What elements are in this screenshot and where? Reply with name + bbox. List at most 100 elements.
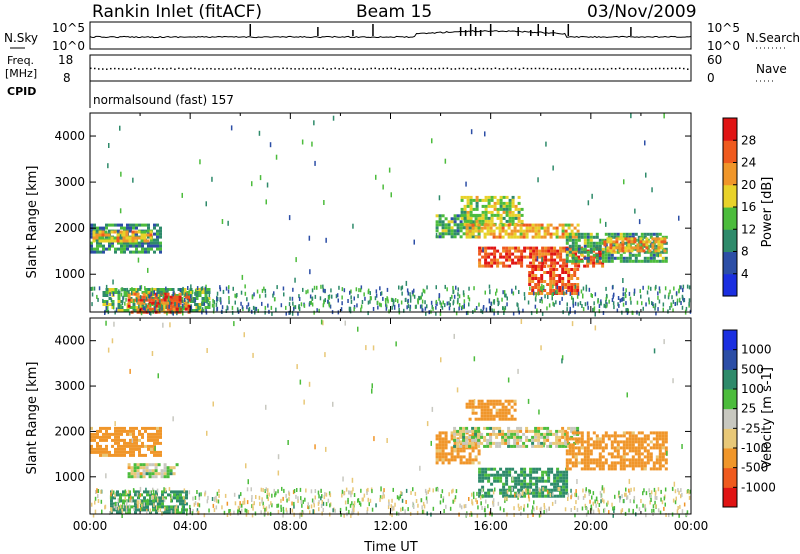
scatter-cell xyxy=(588,491,590,496)
data-cell xyxy=(528,438,532,442)
scatter-cell xyxy=(641,301,643,306)
scatter-cell xyxy=(259,175,262,181)
data-cell xyxy=(135,426,138,430)
data-cell xyxy=(126,432,129,436)
data-cell xyxy=(102,438,105,442)
data-cell xyxy=(102,226,105,230)
scatter-cell xyxy=(318,494,320,499)
data-cell xyxy=(636,249,640,253)
data-cell xyxy=(619,241,623,245)
data-cell xyxy=(122,239,126,243)
scatter-cell xyxy=(366,491,368,495)
data-cell xyxy=(163,475,167,479)
scatter-cell xyxy=(331,294,333,299)
data-cell xyxy=(441,229,445,233)
scatter-cell xyxy=(469,512,471,517)
data-cell xyxy=(657,246,661,250)
data-cell xyxy=(166,475,170,479)
scatter-cell xyxy=(188,289,190,294)
scatter-cell xyxy=(147,267,149,273)
data-cell xyxy=(144,453,147,457)
data-cell xyxy=(492,235,496,239)
data-cell xyxy=(98,233,102,237)
data-cell xyxy=(664,235,668,239)
scatter-cell xyxy=(658,286,661,291)
data-cell xyxy=(469,216,473,220)
data-cell xyxy=(166,307,170,311)
data-cell xyxy=(502,482,506,486)
data-cell xyxy=(513,432,517,436)
data-cell xyxy=(105,235,108,239)
data-cell xyxy=(613,455,617,459)
scatter-cell xyxy=(397,299,399,304)
scatter-cell xyxy=(291,508,294,513)
data-cell xyxy=(537,289,541,292)
data-cell xyxy=(562,491,566,495)
data-cell xyxy=(471,235,475,239)
scatter-cell xyxy=(138,304,140,309)
data-cell xyxy=(496,264,500,268)
data-cell xyxy=(155,499,158,503)
data-cell xyxy=(555,274,559,277)
scatter-cell xyxy=(650,286,652,291)
scatter-cell xyxy=(594,325,597,331)
data-cell xyxy=(504,417,508,421)
data-cell xyxy=(460,210,464,214)
data-cell xyxy=(486,426,490,430)
data-cell xyxy=(592,443,596,447)
data-cell xyxy=(144,250,147,254)
data-cell xyxy=(550,249,554,253)
power-plot-area xyxy=(90,113,692,317)
data-cell xyxy=(169,301,173,305)
data-cell xyxy=(475,198,479,202)
data-cell xyxy=(540,265,544,268)
data-cell xyxy=(166,301,170,305)
data-cell xyxy=(631,259,635,263)
data-cell xyxy=(513,429,517,433)
data-cell xyxy=(631,464,635,468)
scatter-cell xyxy=(145,296,148,301)
data-cell xyxy=(474,446,478,450)
data-cell xyxy=(441,431,445,435)
data-cell xyxy=(580,235,584,239)
data-cell xyxy=(441,437,445,441)
scatter-cell xyxy=(590,293,592,298)
data-cell xyxy=(487,479,491,483)
frequency-point xyxy=(414,68,417,70)
data-cell xyxy=(526,491,530,495)
data-cell xyxy=(96,238,99,242)
data-cell xyxy=(501,429,505,433)
data-cell xyxy=(477,452,481,456)
scatter-cell xyxy=(513,506,515,511)
data-cell xyxy=(658,259,662,263)
data-cell xyxy=(504,441,508,445)
data-cell xyxy=(583,232,587,236)
data-cell xyxy=(120,450,123,454)
data-cell xyxy=(484,476,488,480)
data-cell xyxy=(544,246,548,250)
data-cell xyxy=(652,446,656,450)
data-cell xyxy=(478,216,482,220)
scatter-cell xyxy=(419,304,422,309)
data-cell xyxy=(537,280,541,283)
data-cell xyxy=(138,306,142,309)
data-cell xyxy=(166,292,170,296)
frequency-point xyxy=(342,67,344,70)
data-cell xyxy=(138,432,141,436)
scatter-cell xyxy=(592,307,594,312)
scatter-cell xyxy=(619,498,621,503)
frequency-point xyxy=(186,68,188,70)
data-cell xyxy=(117,453,120,457)
data-cell xyxy=(553,252,557,256)
data-cell xyxy=(134,490,137,494)
scatter-cell xyxy=(663,339,665,345)
data-cell xyxy=(169,472,173,476)
data-cell xyxy=(507,235,511,239)
scatter-cell xyxy=(156,502,159,506)
data-cell xyxy=(508,216,512,220)
scatter-cell xyxy=(276,285,278,290)
scatter-cell xyxy=(606,502,608,507)
data-cell xyxy=(517,195,521,199)
scatter-cell xyxy=(297,311,299,316)
scatter-cell xyxy=(119,234,122,240)
